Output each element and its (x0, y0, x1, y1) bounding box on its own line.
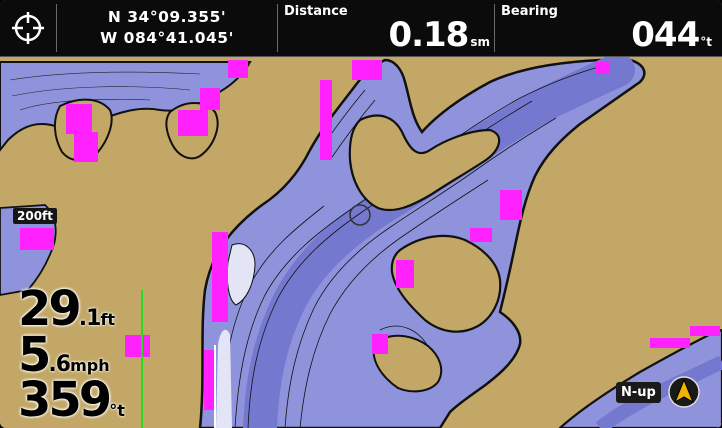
bearing-label: Bearing (501, 4, 558, 19)
orientation-label: N-up (616, 381, 661, 403)
distance-unit: sm (470, 35, 490, 49)
longitude: W 084°41.045' (100, 29, 234, 47)
depth-scale-tag: 200ft (13, 208, 58, 224)
heading-unit: °t (109, 401, 125, 420)
land-peninsula-north (348, 114, 501, 212)
land-peninsula-south (372, 334, 443, 393)
divider (494, 4, 495, 52)
distance-readout: 0.18 sm (340, 16, 490, 61)
divider (56, 4, 57, 52)
heading-readout: 359°t (18, 376, 125, 424)
speed-readout: 5.6mph (18, 331, 110, 379)
cursor-target[interactable] (349, 204, 371, 226)
depth-frac: .1 (78, 306, 102, 331)
speed-unit: mph (70, 356, 110, 375)
chart-map[interactable] (0, 57, 722, 428)
latitude: N 34°09.355' (107, 8, 227, 26)
cursor-button[interactable] (6, 9, 50, 47)
distance-value: 0.18 (388, 15, 469, 55)
orientation-control[interactable]: N-up (616, 374, 701, 410)
bearing-value: 044 (631, 15, 700, 55)
divider (277, 4, 278, 52)
depth-unit: ft (100, 310, 116, 329)
distance-label: Distance (284, 4, 348, 19)
info-bar: N 34°09.355' W 084°41.045' Distance 0.18… (0, 0, 722, 57)
land-peninsula-center (390, 234, 502, 333)
bearing-readout: 044°t (560, 16, 712, 61)
speed-frac: .6 (48, 352, 71, 377)
crosshair-icon (12, 12, 44, 44)
heading-whole: 359 (18, 372, 112, 428)
speed-whole: 5 (18, 327, 51, 383)
depth-readout: 29.1ft (18, 285, 116, 333)
bearing-unit: °t (700, 35, 712, 49)
depth-whole: 29 (18, 281, 82, 337)
north-arrow-icon (668, 376, 700, 408)
position-readout: N 34°09.355' W 084°41.045' (62, 7, 272, 49)
hazard-shading (20, 60, 720, 410)
